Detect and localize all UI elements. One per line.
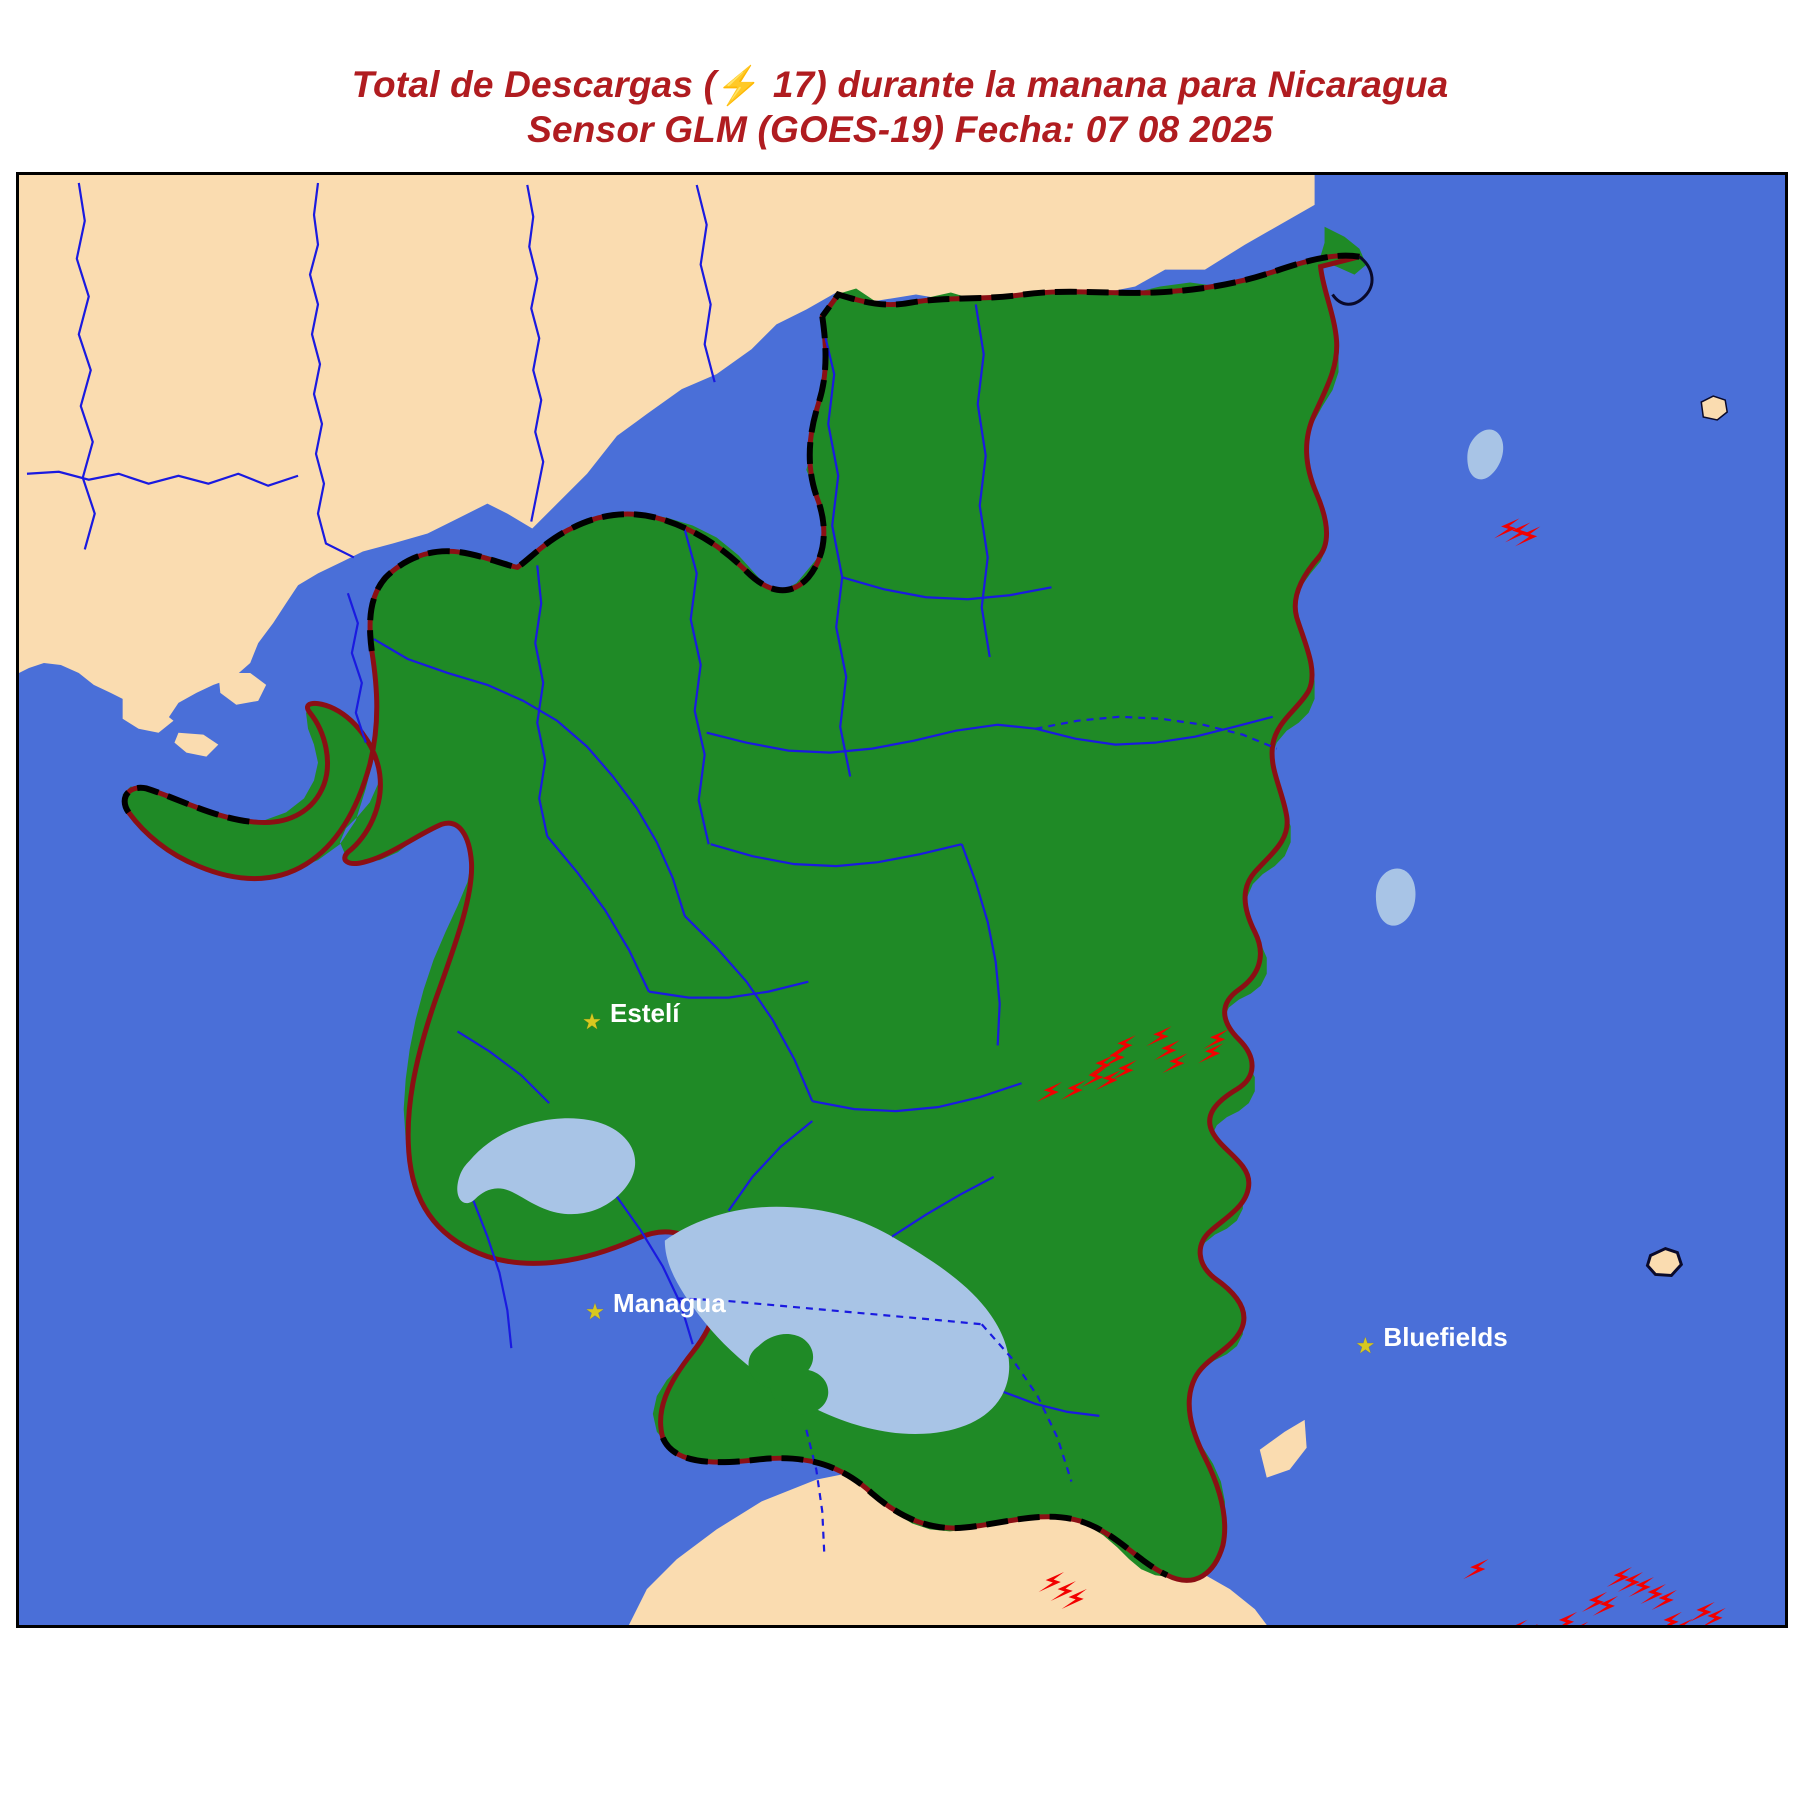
title-prefix: Total de Descargas (	[351, 64, 717, 105]
lightning-strike-marker	[1656, 1611, 1682, 1625]
map-canvas	[19, 175, 1785, 1625]
lightning-strike-marker	[1551, 1611, 1578, 1625]
lightning-strike-marker	[1463, 1559, 1489, 1580]
title-space	[762, 64, 772, 105]
lightning-strike-marker	[1154, 1040, 1180, 1061]
neighbor-countries-layer	[19, 175, 1729, 1625]
strike-count: 17	[772, 64, 815, 105]
lightning-strike-marker	[1095, 1070, 1121, 1091]
admin-boundaries-layer	[26, 182, 1278, 1554]
lightning-strike-marker	[1038, 1572, 1065, 1593]
lightning-strike-marker	[1050, 1580, 1076, 1601]
lightning-strike-marker	[1162, 1053, 1188, 1074]
lightning-strike-marker	[1628, 1576, 1655, 1598]
lightning-strike-marker	[1036, 1082, 1063, 1103]
lightning-strike-marker	[1700, 1607, 1726, 1625]
lightning-strike-marker	[1146, 1026, 1172, 1047]
lightning-strike-marker	[1061, 1588, 1087, 1609]
lightning-strike-marker	[1606, 1567, 1633, 1588]
title-suffix: ) durante la manana para Nicaragua	[814, 64, 1449, 105]
lightning-strike-marker	[1640, 1583, 1666, 1604]
title-line-1: Total de Descargas (⚡ 17) durante la man…	[0, 62, 1800, 107]
map-title-block: Total de Descargas (⚡ 17) durante la man…	[0, 62, 1800, 152]
lightning-strike-marker	[1617, 1572, 1644, 1593]
coastline-outline-layer	[1331, 255, 1374, 306]
lakes-layer	[457, 429, 1504, 1435]
lightning-strike-marker	[1592, 1595, 1619, 1616]
lightning-bolt-icon: ⚡	[716, 65, 763, 106]
map-frame[interactable]: ★ Estelí ★ Managua ★ Bluefields	[16, 172, 1788, 1628]
lightning-strike-marker	[1581, 1591, 1608, 1612]
national-border-layer	[121, 252, 1360, 1578]
title-line-2: Sensor GLM (GOES-19) Fecha: 07 08 2025	[527, 109, 1273, 150]
lightning-strike-marker	[1111, 1060, 1137, 1081]
